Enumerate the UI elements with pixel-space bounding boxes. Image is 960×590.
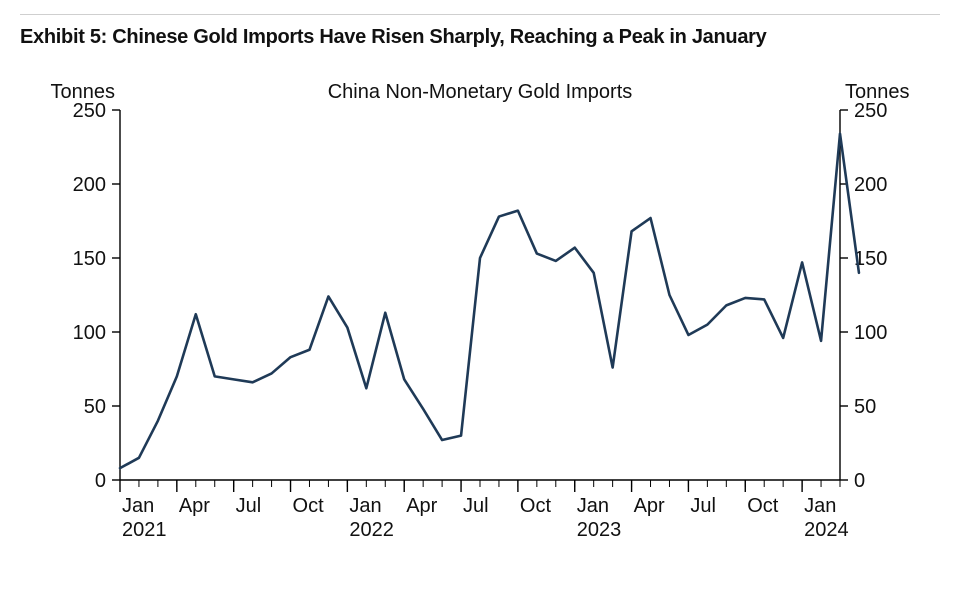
y-tick-label-left: 200 — [73, 174, 106, 196]
x-tick-label-month: Jul — [463, 495, 489, 517]
x-tick-label-year: 2021 — [122, 519, 167, 541]
x-tick-label-month: Oct — [293, 495, 325, 517]
x-tick-label-year: 2023 — [577, 519, 622, 541]
x-tick-label-month: Apr — [634, 495, 665, 517]
x-tick-label-month: Oct — [747, 495, 779, 517]
x-tick-label-year: 2022 — [349, 519, 394, 541]
x-tick-label-month: Jan — [122, 495, 154, 517]
x-tick-label-month: Jan — [349, 495, 381, 517]
figure-container: Exhibit 5: Chinese Gold Imports Have Ris… — [0, 0, 960, 590]
x-tick-label-month: Jul — [690, 495, 716, 517]
y-tick-label-right: 250 — [854, 100, 887, 122]
x-tick-label-year: 2024 — [804, 519, 849, 541]
y-tick-label-left: 250 — [73, 100, 106, 122]
y-tick-label-right: 200 — [854, 174, 887, 196]
data-line — [120, 134, 859, 468]
y-tick-label-left: 150 — [73, 248, 106, 270]
top-rule — [20, 14, 940, 15]
x-tick-label-month: Jan — [804, 495, 836, 517]
y-tick-label-right: 0 — [854, 470, 865, 492]
y-tick-label-left: 0 — [95, 470, 106, 492]
x-tick-label-month: Apr — [179, 495, 210, 517]
x-tick-label-month: Jul — [236, 495, 262, 517]
x-tick-label-month: Oct — [520, 495, 552, 517]
x-tick-label-month: Jan — [577, 495, 609, 517]
y-tick-label-left: 50 — [84, 396, 106, 418]
y-tick-label-left: 100 — [73, 322, 106, 344]
y-tick-label-right: 50 — [854, 396, 876, 418]
line-chart-svg: China Non-Monetary Gold ImportsTonnesTon… — [40, 70, 920, 570]
chart-title: China Non-Monetary Gold Imports — [328, 81, 633, 103]
x-tick-label-month: Apr — [406, 495, 437, 517]
y-tick-label-right: 100 — [854, 322, 887, 344]
chart-area: China Non-Monetary Gold ImportsTonnesTon… — [40, 70, 920, 570]
exhibit-title: Exhibit 5: Chinese Gold Imports Have Ris… — [20, 26, 766, 49]
